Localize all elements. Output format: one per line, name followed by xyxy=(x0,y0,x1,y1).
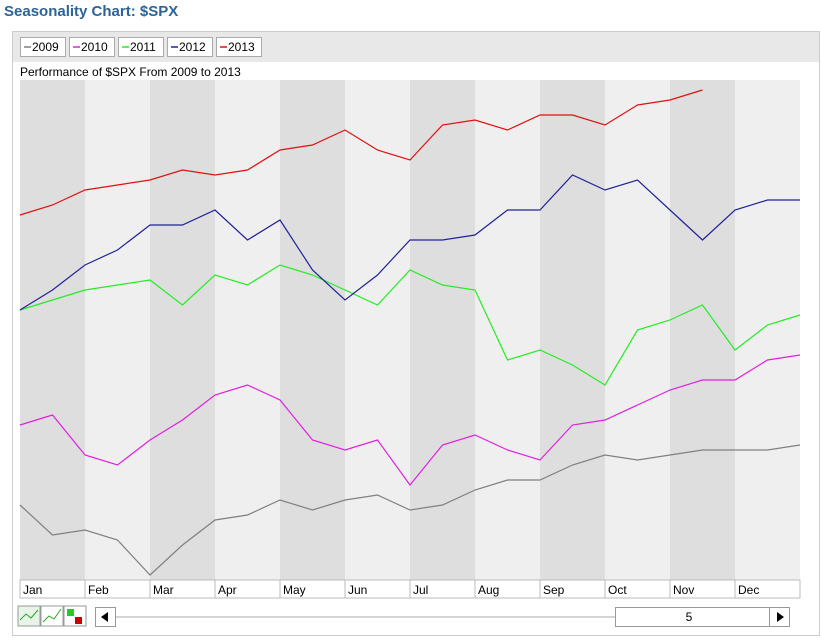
x-tick-label: Apr xyxy=(218,583,237,597)
month-bands xyxy=(20,80,800,580)
series-line xyxy=(19,174,800,311)
x-tick-label: Oct xyxy=(608,583,627,597)
icon xyxy=(67,609,74,616)
slider-thumb[interactable] xyxy=(615,607,770,627)
period-value: 5 xyxy=(686,610,693,624)
month-band xyxy=(280,80,345,580)
series-line xyxy=(19,444,801,576)
month-band xyxy=(20,80,85,580)
series-line xyxy=(19,354,801,486)
legend-item[interactable]: 2013 xyxy=(216,37,262,57)
icon xyxy=(75,617,82,624)
x-axis: Jan Feb Mar Apr May Jun Jul Aug Sep Oct Nov Dec xyxy=(19,580,759,598)
legend-box xyxy=(216,37,262,57)
series-line xyxy=(19,89,703,216)
legend-item[interactable]: 2012 xyxy=(167,37,213,57)
icon xyxy=(777,612,784,622)
legend-item[interactable]: 2010 xyxy=(69,37,115,57)
month-band xyxy=(670,80,735,580)
legend-label: 2011 xyxy=(130,40,156,54)
icon xyxy=(42,608,62,623)
x-tick-label: Feb xyxy=(88,583,109,597)
x-tick-label: Jan xyxy=(23,583,42,597)
legend-box xyxy=(69,37,115,57)
legend-box xyxy=(118,37,164,57)
lines xyxy=(19,89,801,576)
x-tick-label: Dec xyxy=(738,583,759,597)
chart-subtitle: Performance of $SPX From 2009 to 2013 xyxy=(20,65,241,79)
icon xyxy=(19,609,39,621)
x-tick-label: May xyxy=(283,583,306,597)
page-title: Seasonality Chart: $SPX xyxy=(4,3,179,20)
legend-box xyxy=(167,37,213,57)
month-band xyxy=(540,80,605,580)
x-tick-label: Aug xyxy=(478,583,499,597)
x-tick-label: Jul xyxy=(413,583,428,597)
x-tick-label: Jun xyxy=(348,583,367,597)
icon xyxy=(101,612,108,622)
legend-label: 2013 xyxy=(228,40,255,54)
legend-item[interactable]: 2009 xyxy=(20,37,66,57)
legend-box xyxy=(20,37,66,57)
legend-label: 2009 xyxy=(32,40,59,54)
trend-view-button[interactable] xyxy=(40,605,64,627)
month-band xyxy=(410,80,475,580)
x-tick-label: Sep xyxy=(543,583,565,597)
series-line xyxy=(19,264,801,386)
month-band xyxy=(150,80,215,580)
x-tick-label: Nov xyxy=(673,583,694,597)
legend-item[interactable]: 2011 xyxy=(118,37,164,57)
legend-label: 2012 xyxy=(179,40,206,54)
legend-label: 2010 xyxy=(81,40,108,54)
legend: 2009 2010 2011 2012 2013 xyxy=(20,37,262,57)
x-tick-label: Mar xyxy=(153,583,174,597)
